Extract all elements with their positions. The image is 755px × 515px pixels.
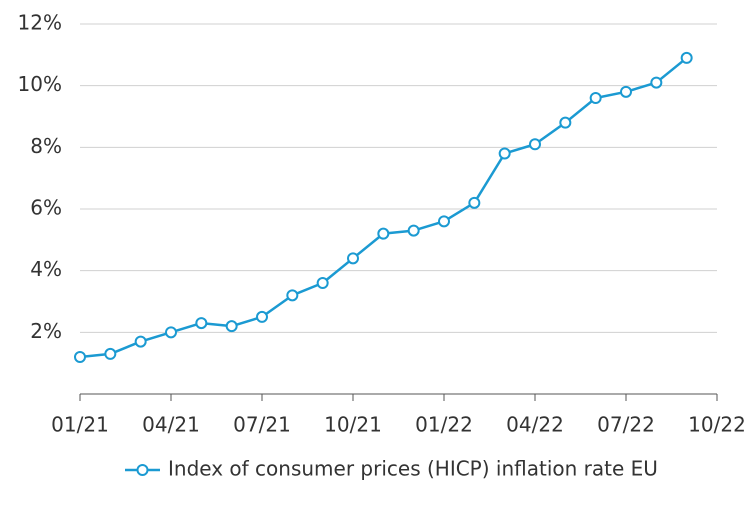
data-point bbox=[468, 196, 481, 209]
x-tick-label: 04/22 bbox=[506, 413, 564, 437]
data-point bbox=[286, 289, 299, 302]
data-point bbox=[134, 335, 147, 348]
data-point bbox=[589, 92, 602, 104]
data-point bbox=[104, 347, 117, 360]
data-point bbox=[438, 215, 450, 228]
data-point bbox=[407, 224, 420, 237]
data-point bbox=[165, 326, 177, 339]
data-point bbox=[225, 320, 238, 333]
x-tick-label: 07/22 bbox=[597, 413, 655, 437]
x-tick-label: 10/21 bbox=[324, 413, 382, 437]
y-tick-label: 4% bbox=[30, 257, 62, 281]
legend-label: Index of consumer prices (HICP) inflatio… bbox=[168, 457, 658, 481]
legend-marker bbox=[136, 464, 149, 476]
data-point bbox=[74, 351, 86, 363]
x-tick-label: 04/21 bbox=[142, 413, 200, 437]
y-tick-label: 2% bbox=[30, 319, 62, 343]
data-point bbox=[195, 317, 208, 330]
y-tick-label: 8% bbox=[30, 134, 62, 158]
y-tick-label: 12% bbox=[18, 11, 62, 35]
x-tick-label: 01/22 bbox=[415, 413, 473, 437]
data-point bbox=[680, 51, 693, 64]
data-point bbox=[377, 227, 390, 240]
data-point bbox=[498, 147, 511, 160]
data-point bbox=[650, 76, 663, 89]
data-point bbox=[347, 252, 359, 265]
data-point bbox=[559, 116, 572, 129]
data-point bbox=[256, 310, 268, 323]
data-point bbox=[316, 277, 329, 289]
x-tick-label: 10/22 bbox=[688, 413, 746, 437]
data-point bbox=[620, 85, 632, 98]
y-tick-label: 6% bbox=[30, 196, 62, 220]
data-point bbox=[529, 138, 541, 151]
x-tick-label: 01/21 bbox=[51, 413, 109, 437]
y-tick-label: 10% bbox=[18, 72, 62, 96]
x-tick-label: 07/21 bbox=[233, 413, 291, 437]
